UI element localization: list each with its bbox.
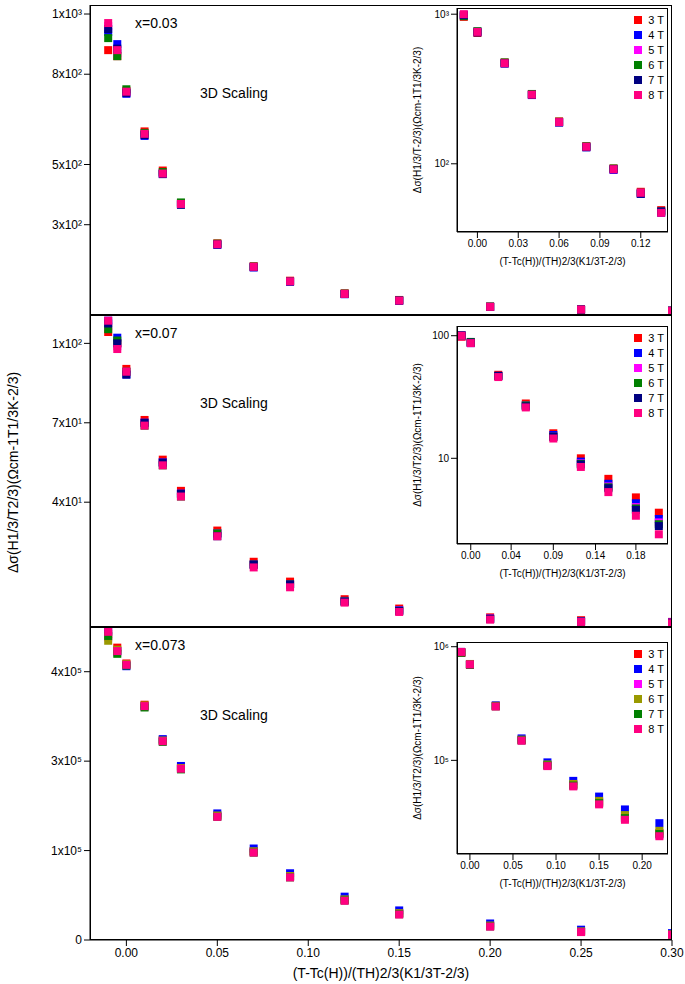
svg-text:7x10¹: 7x10¹ <box>52 416 82 430</box>
html-text:x=0.07: x=0.07 <box>135 325 178 341</box>
svg-text:4x10⁵: 4x10⁵ <box>51 665 82 679</box>
svg-text:(T-Tc(H))/(TH)2/3(K1/3T-2/3): (T-Tc(H))/(TH)2/3(K1/3T-2/3) <box>293 965 470 981</box>
svg-text:8x10²: 8x10² <box>52 67 82 81</box>
svg-text:Δσ(H1/3/T2/3)(Ωcm-1T1/3K-2/3): Δσ(H1/3/T2/3)(Ωcm-1T1/3K-2/3) <box>412 363 423 507</box>
html-text:4 T: 4 T <box>648 662 664 675</box>
html-text:8 T: 8 T <box>648 406 664 419</box>
svg-text:10⁶: 10⁶ <box>434 641 449 652</box>
svg-text:10⁵: 10⁵ <box>434 755 449 766</box>
svg-text:1x10²: 1x10² <box>52 337 82 351</box>
svg-text:Δσ(H1/3/T2/3)(Ωcm-1T1/3K-2/3): Δσ(H1/3/T2/3)(Ωcm-1T1/3K-2/3) <box>8 372 21 573</box>
svg-text:100: 100 <box>432 330 449 341</box>
svg-text:0.06: 0.06 <box>549 238 569 249</box>
svg-text:10³: 10³ <box>435 9 450 20</box>
svg-text:0.09: 0.09 <box>590 238 610 249</box>
svg-text:0.18: 0.18 <box>626 550 646 561</box>
svg-text:0.05: 0.05 <box>206 946 230 960</box>
svg-text:0.05: 0.05 <box>503 860 523 871</box>
html-text:8 T: 8 T <box>648 88 664 101</box>
svg-text:0.03: 0.03 <box>509 238 529 249</box>
svg-text:1x10⁵: 1x10⁵ <box>51 844 82 858</box>
svg-text:3x10⁵: 3x10⁵ <box>51 754 82 768</box>
svg-text:5x10²: 5x10² <box>52 158 82 172</box>
html-text:5 T: 5 T <box>648 361 664 374</box>
html-text:7 T: 7 T <box>648 391 664 404</box>
html-text:3 T: 3 T <box>648 331 664 344</box>
svg-text:4x10¹: 4x10¹ <box>52 495 82 509</box>
html-text:3D Scaling: 3D Scaling <box>200 85 268 101</box>
svg-text:0.10: 0.10 <box>546 860 566 871</box>
svg-text:3x10²: 3x10² <box>52 218 82 232</box>
svg-text:0.04: 0.04 <box>501 550 521 561</box>
svg-text:0.00: 0.00 <box>468 238 488 249</box>
svg-text:0.15: 0.15 <box>589 860 609 871</box>
svg-text:10: 10 <box>438 453 450 464</box>
svg-text:0.12: 0.12 <box>631 238 651 249</box>
html-text:6 T: 6 T <box>648 692 664 705</box>
html-text:6 T: 6 T <box>648 376 664 389</box>
svg-text:10²: 10² <box>435 158 450 169</box>
svg-text:1x10³: 1x10³ <box>52 7 82 21</box>
svg-text:0.00: 0.00 <box>460 860 480 871</box>
html-text:x=0.03: x=0.03 <box>135 15 178 31</box>
svg-text:(T-Tc(H))/(TH)2/3(K1/3T-2/3): (T-Tc(H))/(TH)2/3(K1/3T-2/3) <box>499 256 625 267</box>
svg-text:0.00: 0.00 <box>115 946 139 960</box>
html-text:4 T: 4 T <box>648 28 664 41</box>
svg-text:0.15: 0.15 <box>388 946 412 960</box>
svg-text:0.20: 0.20 <box>478 946 502 960</box>
svg-text:(T-Tc(H))/(TH)2/3(K1/3T-2/3): (T-Tc(H))/(TH)2/3(K1/3T-2/3) <box>499 878 625 889</box>
svg-text:0.09: 0.09 <box>544 550 564 561</box>
html-text:5 T: 5 T <box>648 43 664 56</box>
svg-text:0: 0 <box>75 933 82 947</box>
html-text:8 T: 8 T <box>648 722 664 735</box>
html-text:3 T: 3 T <box>648 647 664 660</box>
html-text:5 T: 5 T <box>648 677 664 690</box>
svg-text:0.10: 0.10 <box>297 946 321 960</box>
svg-text:(T-Tc(H))/(TH)2/3(K1/3T-2/3): (T-Tc(H))/(TH)2/3(K1/3T-2/3) <box>499 568 625 579</box>
html-text:7 T: 7 T <box>648 73 664 86</box>
svg-text:0.00: 0.00 <box>461 550 481 561</box>
html-text:7 T: 7 T <box>648 707 664 720</box>
svg-text:Δσ(H1/3/T2/3)(Ωcm-1T1/3K-2/3): Δσ(H1/3/T2/3)(Ωcm-1T1/3K-2/3) <box>412 676 423 820</box>
svg-text:Δσ(H1/3/T-2/3)(Ωcm-1T1/3K-2/3): Δσ(H1/3/T-2/3)(Ωcm-1T1/3K-2/3) <box>412 47 423 193</box>
html-text:x=0.073: x=0.073 <box>135 637 186 653</box>
html-text:3D Scaling: 3D Scaling <box>200 707 268 723</box>
svg-text:0.14: 0.14 <box>586 550 606 561</box>
html-text:4 T: 4 T <box>648 346 664 359</box>
svg-text:0.20: 0.20 <box>632 860 652 871</box>
html-text:3D Scaling: 3D Scaling <box>200 395 268 411</box>
html-text:6 T: 6 T <box>648 58 664 71</box>
svg-text:0.30: 0.30 <box>660 946 677 960</box>
html-text:3 T: 3 T <box>648 13 664 26</box>
svg-text:0.25: 0.25 <box>569 946 593 960</box>
